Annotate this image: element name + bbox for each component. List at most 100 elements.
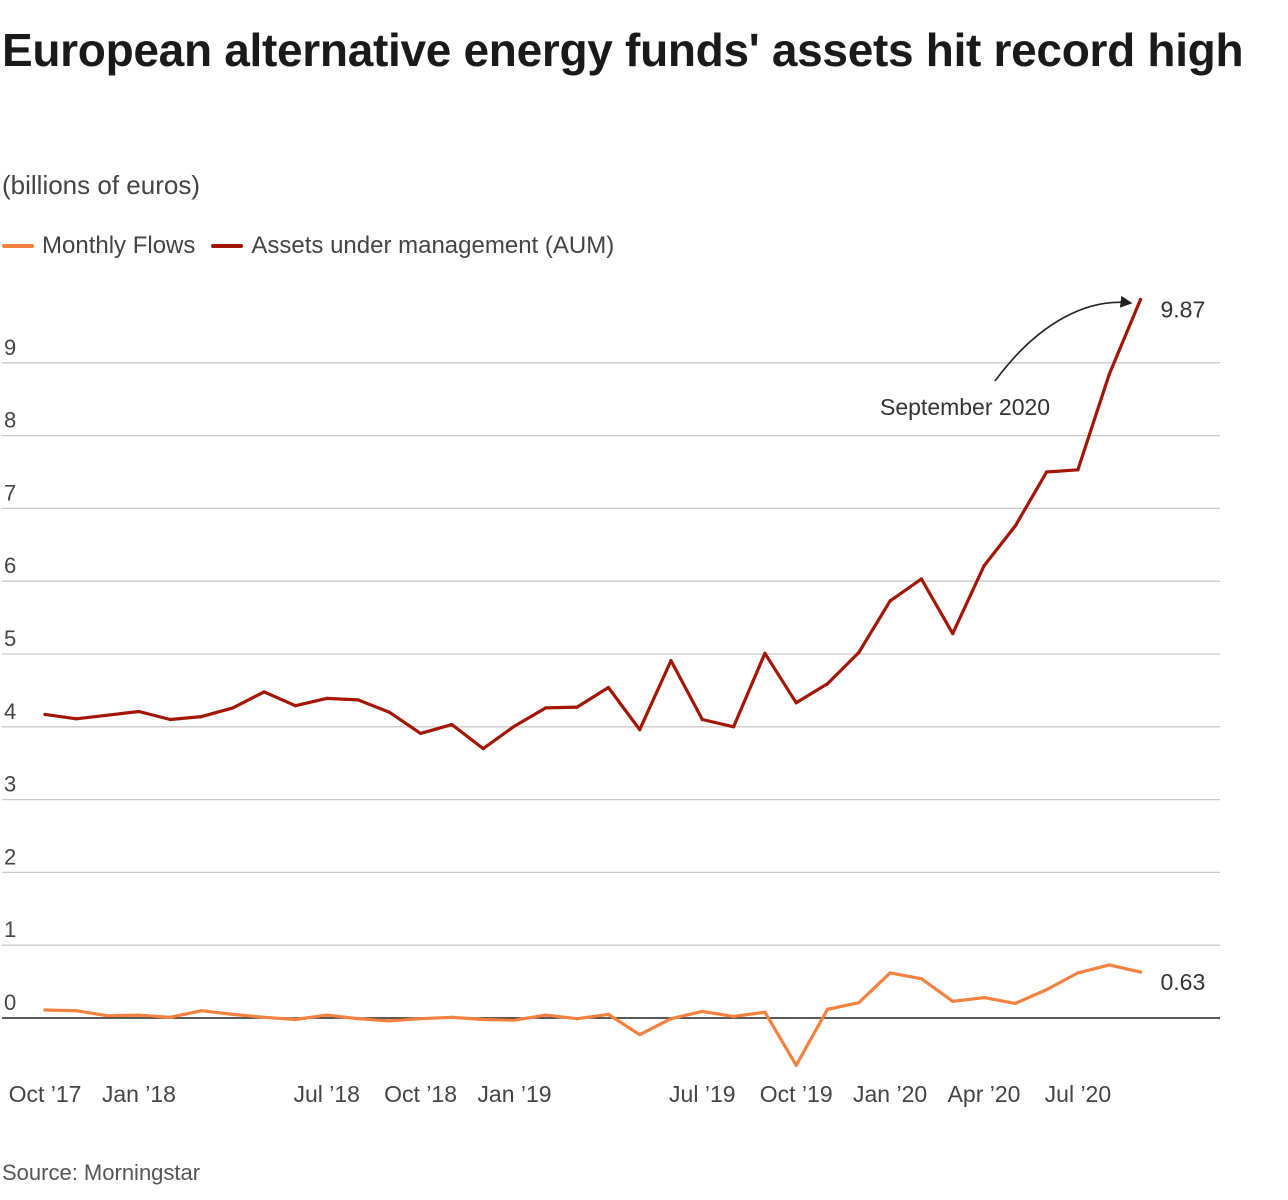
x-tick-label: Jan ’20 (853, 1081, 927, 1107)
aum-point-16 (544, 706, 548, 710)
x-tick-label: Jan ’19 (477, 1081, 551, 1107)
aum-point-6 (231, 706, 235, 710)
aum-point-28 (919, 577, 924, 581)
end-label-flows: 0.63 (1161, 969, 1206, 995)
aum-point-3 (137, 709, 141, 714)
aum-point-5 (199, 715, 204, 719)
aum-point-21 (700, 717, 704, 722)
x-tick-label: Oct ’18 (384, 1081, 457, 1107)
flows-point-3 (137, 1013, 141, 1017)
aum-point-30 (982, 564, 986, 568)
annotation-arrow (994, 295, 1133, 382)
flows-point-6 (231, 1012, 235, 1016)
flows-point-1 (74, 1009, 78, 1013)
x-axis-tick-labels: Oct ’17 Jan ’18 Jul ’18 Oct ’18 Jan ’19 Jul ’… (9, 1081, 1112, 1107)
flows-point-19 (638, 1033, 642, 1037)
y-tick-label-6: 6 (4, 553, 16, 578)
x-tick-label: Jul ’20 (1045, 1081, 1111, 1107)
series-lines: 0.63 9.87 (43, 296, 1206, 1067)
aum-point-4 (168, 717, 172, 722)
aum-point-33 (1076, 468, 1080, 472)
x-tick-label: Jul ’18 (293, 1081, 359, 1107)
aum-point-35 (1138, 297, 1143, 302)
legend-item-flows[interactable]: Monthly Flows (2, 232, 195, 260)
legend-label-aum: Assets under management (AUM) (251, 232, 615, 259)
flows-point-32 (1045, 988, 1049, 992)
aum-point-9 (325, 696, 329, 701)
aum-point-24 (794, 701, 798, 705)
flows-point-10 (356, 1017, 360, 1021)
line-chart: 0 1 2 3 4 5 6 7 8 9 0.63 9.87 Oct ’17 Jan ’18 Jul ’1… (2, 295, 1220, 1107)
flows-point-28 (919, 977, 924, 981)
flows-point-35 (1138, 970, 1143, 974)
x-tick-label: Oct ’19 (760, 1081, 833, 1107)
flows-point-12 (419, 1017, 423, 1021)
aum-point-13 (450, 723, 454, 727)
chart-subtitle: (billions of euros) (2, 170, 200, 200)
y-tick-label-2: 2 (4, 844, 16, 869)
flows-point-5 (199, 1009, 204, 1013)
annotations: September 2020 (880, 295, 1133, 420)
flows-point-16 (544, 1013, 548, 1017)
y-tick-label-0: 0 (4, 990, 16, 1015)
flows-point-20 (669, 1017, 673, 1021)
x-tick-label: Jul ’19 (669, 1081, 735, 1107)
flows-point-9 (325, 1013, 329, 1017)
aum-point-2 (106, 713, 110, 717)
flows-point-0 (43, 1008, 47, 1012)
legend-item-aum[interactable]: Assets under management (AUM) (211, 232, 614, 260)
y-tick-label-8: 8 (4, 408, 16, 433)
aum-point-18 (606, 685, 611, 690)
aum-point-17 (575, 705, 579, 709)
flows-point-7 (262, 1015, 266, 1019)
y-tick-label-4: 4 (4, 699, 16, 724)
y-tick-label-9: 9 (4, 335, 16, 360)
series-line-aum (43, 297, 1143, 751)
flows-point-33 (1076, 971, 1080, 975)
flows-point-26 (857, 1001, 861, 1005)
flows-point-23 (763, 1010, 767, 1014)
flows-point-27 (888, 971, 892, 975)
source-note: Source: Morningstar (2, 1160, 201, 1185)
flows-point-11 (387, 1019, 391, 1023)
y-tick-label-5: 5 (4, 626, 16, 651)
flows-point-31 (1013, 1001, 1017, 1006)
aum-point-29 (951, 632, 955, 636)
aum-point-32 (1045, 470, 1049, 474)
x-tick-label: Apr ’20 (948, 1081, 1021, 1107)
legend-swatch-aum (211, 244, 244, 248)
flows-point-14 (481, 1017, 485, 1022)
flows-point-34 (1107, 963, 1111, 967)
aum-point-8 (293, 704, 297, 708)
aum-point-10 (356, 698, 360, 702)
aum-point-27 (888, 599, 892, 603)
gridlines (2, 362, 1220, 1019)
aum-point-22 (732, 725, 736, 729)
flows-point-30 (982, 996, 986, 1000)
flows-point-24 (794, 1063, 798, 1067)
y-axis-tick-labels: 0 1 2 3 4 5 6 7 8 9 (4, 335, 16, 1015)
annotation-label: September 2020 (880, 394, 1050, 420)
legend-label-flows: Monthly Flows (42, 232, 196, 259)
end-label-aum: 9.87 (1161, 296, 1206, 322)
flows-point-15 (512, 1018, 517, 1022)
legend: Monthly Flows Assets under management (A… (2, 232, 630, 260)
aum-point-0 (43, 712, 47, 717)
aum-point-7 (262, 690, 266, 694)
flows-point-18 (606, 1012, 611, 1016)
legend-swatch-flows (2, 244, 34, 248)
x-tick-label: Oct ’17 (9, 1081, 82, 1107)
aum-point-11 (387, 710, 391, 714)
chart-title: European alternative energy funds' asset… (2, 24, 1244, 76)
aum-point-19 (638, 728, 642, 732)
aum-point-15 (512, 724, 517, 728)
flows-point-25 (825, 1007, 830, 1011)
aum-point-23 (763, 651, 767, 655)
aum-point-34 (1107, 372, 1111, 377)
flows-point-21 (700, 1009, 704, 1014)
flows-point-2 (106, 1014, 110, 1018)
aum-point-20 (669, 658, 673, 663)
flows-point-8 (293, 1017, 297, 1022)
y-tick-label-1: 1 (4, 917, 16, 942)
flows-point-22 (732, 1014, 736, 1019)
